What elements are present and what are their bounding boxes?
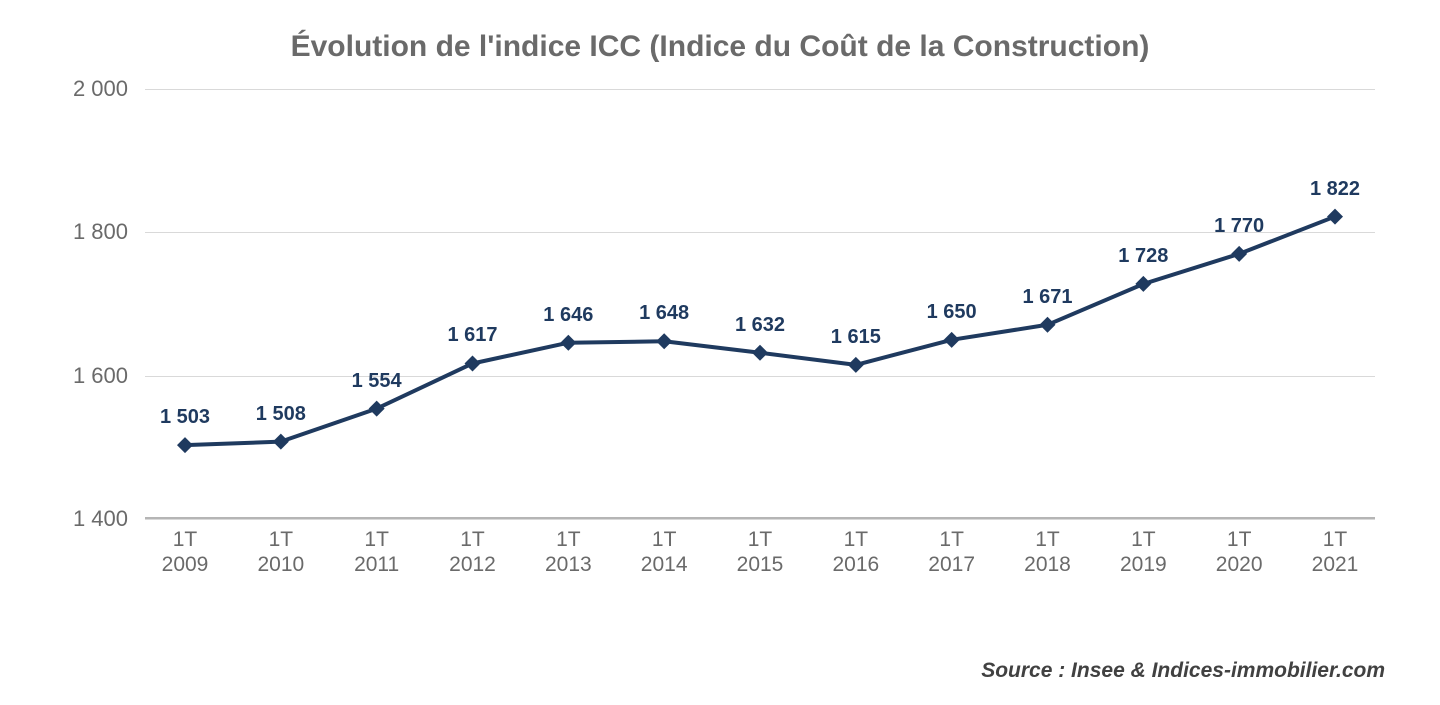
x-label-line1: 1T [173,528,198,551]
y-tick-label: 1 800 [73,219,128,245]
data-marker [1327,209,1343,225]
x-tick-label: 1T2020 [1216,527,1263,577]
data-label: 1 728 [1118,245,1168,268]
data-marker [465,355,481,371]
data-label: 1 650 [927,301,977,324]
data-marker [1231,246,1247,262]
data-label: 1 646 [543,304,593,327]
y-axis: 1 4001 6001 8002 000 [50,89,140,519]
x-tick-label: 1T2014 [641,527,688,577]
data-label: 1 508 [256,403,306,426]
data-marker [369,401,385,417]
data-marker [273,434,289,450]
data-marker [1135,276,1151,292]
x-label-line1: 1T [652,528,677,551]
y-tick-label: 2 000 [73,76,128,102]
data-label: 1 770 [1214,215,1264,238]
x-label-line2: 2011 [354,553,399,576]
x-label-line1: 1T [460,528,485,551]
x-tick-label: 1T2011 [354,527,399,577]
x-tick-label: 1T2021 [1312,527,1359,577]
x-axis: 1T20091T20101T20111T20121T20131T20141T20… [145,523,1375,579]
data-label: 1 617 [447,324,497,347]
data-marker [656,333,672,349]
y-tick-label: 1 400 [73,506,128,532]
x-label-line2: 2013 [545,553,592,576]
source-caption: Source : Insee & Indices-immobilier.com [981,659,1385,683]
x-label-line2: 2017 [928,553,975,576]
x-label-line2: 2010 [257,553,304,576]
data-label: 1 822 [1310,178,1360,201]
x-label-line1: 1T [1227,528,1252,551]
data-marker [560,335,576,351]
x-label-line2: 2016 [832,553,879,576]
x-label-line2: 2009 [162,553,209,576]
data-label: 1 632 [735,314,785,337]
x-label-line2: 2018 [1024,553,1071,576]
x-label-line2: 2021 [1312,553,1359,576]
x-label-line2: 2019 [1120,553,1167,576]
x-label-line1: 1T [844,528,869,551]
y-tick-label: 1 600 [73,363,128,389]
data-marker [752,345,768,361]
x-tick-label: 1T2013 [545,527,592,577]
chart-title: Évolution de l'indice ICC (Indice du Coû… [50,30,1390,64]
x-tick-label: 1T2009 [162,527,209,577]
x-label-line2: 2012 [449,553,496,576]
x-label-line1: 1T [1131,528,1156,551]
data-marker [1040,317,1056,333]
data-label: 1 554 [352,370,402,393]
x-tick-label: 1T2017 [928,527,975,577]
x-label-line1: 1T [1323,528,1348,551]
x-tick-label: 1T2010 [257,527,304,577]
data-marker [944,332,960,348]
x-label-line1: 1T [939,528,964,551]
data-label: 1 615 [831,326,881,349]
x-tick-label: 1T2012 [449,527,496,577]
x-tick-label: 1T2018 [1024,527,1071,577]
x-axis-line [145,517,1375,519]
x-tick-label: 1T2019 [1120,527,1167,577]
x-label-line1: 1T [364,528,389,551]
data-label: 1 503 [160,406,210,429]
data-label: 1 671 [1022,286,1072,309]
x-label-line1: 1T [748,528,773,551]
x-tick-label: 1T2016 [832,527,879,577]
chart-container: 1 4001 6001 8002 000 1 5031 5081 5541 61… [50,89,1390,579]
data-marker [177,437,193,453]
x-label-line1: 1T [556,528,581,551]
x-label-line2: 2020 [1216,553,1263,576]
x-label-line2: 2014 [641,553,688,576]
data-marker [848,357,864,373]
x-label-line2: 2015 [737,553,784,576]
gridline [145,519,1375,520]
line-chart-svg [145,89,1375,519]
plot-area: 1 503 1 508 1 554 1 617 1 646 1 648 1 632 1 615… [145,89,1375,519]
data-label: 1 648 [639,302,689,325]
x-label-line1: 1T [1035,528,1060,551]
x-label-line1: 1T [269,528,294,551]
x-tick-label: 1T2015 [737,527,784,577]
